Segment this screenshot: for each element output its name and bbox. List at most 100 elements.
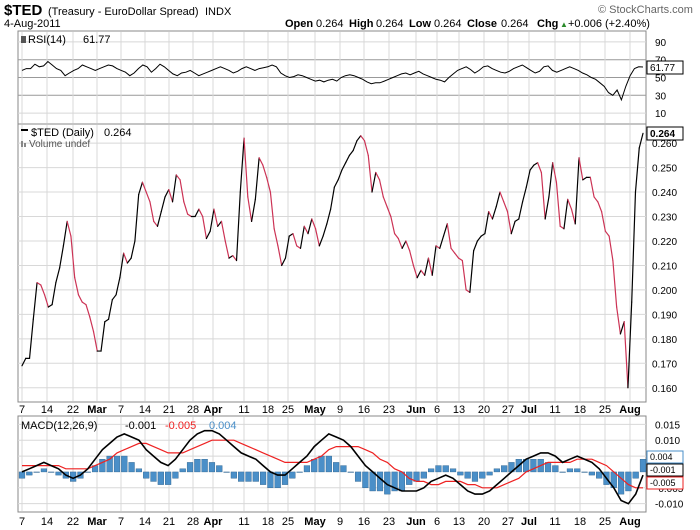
price-segment [70,235,76,279]
price-legend-icon [21,129,28,131]
price-segment [582,176,588,181]
price-segment [612,259,618,308]
price-y-tick-label: 0.160 [652,384,677,395]
x-tick-label: 28 [187,516,199,528]
x-tick-label: 25 [599,404,611,416]
price-segment [552,162,558,183]
low-label: Low [409,18,431,30]
x-tick-label: 7 [118,516,124,528]
price-y-tick-label: 0.220 [652,237,677,248]
price-segment [224,240,230,259]
macd-histogram-bar [128,462,135,473]
price-segment [604,230,610,237]
macd-histogram-bar [340,465,347,473]
price-segment [608,235,614,262]
price-segment [548,162,554,198]
symbol-title: $TED [4,2,43,19]
x-tick-label: Mar [87,516,107,528]
macd-histogram-bar [457,471,464,476]
price-segment [32,281,38,320]
x-tick-label: 14 [41,516,53,528]
price-segment [145,191,151,203]
price-segment [126,257,132,264]
price-segment [544,196,550,220]
price-segment [503,201,509,213]
price-segment [115,277,121,296]
price-segment [506,211,512,235]
price-segment [491,206,497,220]
x-tick-label: 6 [434,404,440,416]
price-segment [198,208,204,218]
price-segment [578,157,584,181]
price-segment [326,208,332,225]
macd-histogram-bar [165,471,172,485]
macd-histogram-bar [48,471,55,473]
macd-x-axis: 7 14 22 Mar 7 14 21 28 Apr 11 18 25 May 9 16 23 Jun 6 13 20… [19,516,641,528]
price-segment [529,164,535,171]
price-segment [292,233,298,247]
price-grid [18,125,646,401]
price-segment [348,149,354,156]
price-segment [266,176,271,193]
macd-histogram [18,455,647,495]
price-segment [318,235,324,247]
rsi-badge-text: 61.77 [650,63,675,74]
x-tick-label: 7 [19,516,25,528]
price-segment [454,252,460,259]
macd-histogram-bar [186,462,194,473]
macd-histogram-bar [99,459,106,473]
price-segment [228,255,234,259]
macd-histogram-bar [398,471,405,492]
price-segment [619,321,625,335]
price-segment [597,201,603,213]
price-segment [442,223,448,237]
macd-legend-macd-value: -0.001 [125,420,156,432]
macd-histogram-bar [208,462,216,473]
volume-label: Volume undef [29,139,90,150]
price-segment [220,220,226,242]
macd-signal-line [22,439,643,489]
price-segment [412,264,418,279]
price-segment [439,235,445,249]
price-segment [202,215,208,240]
price-y-tick-label: 0.230 [652,213,677,224]
price-segment [397,237,403,249]
x-tick-label: 7 [19,404,25,416]
price-y-tick-label: 0.240 [652,188,677,199]
x-tick-label: 20 [478,516,490,528]
low-value: 0.264 [434,18,462,30]
price-badge-text: 0.264 [650,129,675,140]
price-segment [375,171,381,181]
price-segment [465,289,471,293]
price-segment [43,294,49,308]
price-segment [499,191,505,203]
price-segment [431,245,437,276]
price-segment [593,196,599,203]
price-segment [273,228,279,247]
x-tick-label: 18 [262,516,274,528]
close-value: 0.264 [501,18,529,30]
macd-histogram-bar [172,471,179,479]
macd-histogram-bar [84,471,91,473]
macd-histogram-bar [274,471,281,488]
price-segment [209,208,215,232]
price-segment [409,250,415,267]
macd-histogram-bar [617,471,625,495]
macd-histogram-bar [26,471,33,476]
x-tick-label: Apr [204,516,224,528]
price-segment [138,181,144,196]
macd-histogram-bar [267,471,274,488]
macd-histogram-bar [311,459,318,473]
x-tick-label: 16 [358,404,370,416]
macd-histogram-bar [566,468,574,473]
price-segment [461,259,467,291]
price-segment [450,247,456,254]
macd-histogram-bar [625,471,632,492]
price-segment [567,198,573,210]
rsi-line [21,60,644,102]
x-tick-label: 16 [358,516,370,528]
macd-histogram-bar [201,459,208,473]
price-segment [634,147,640,193]
macd-histogram-bar [639,459,647,473]
close-label: Close [467,18,497,30]
